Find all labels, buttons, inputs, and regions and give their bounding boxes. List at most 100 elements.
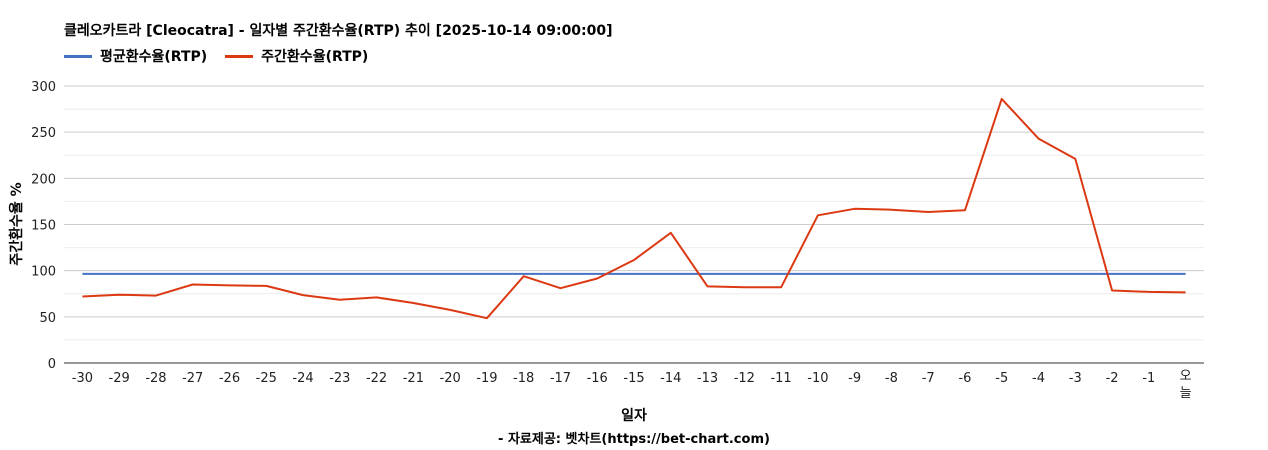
series-1-point[interactable] bbox=[261, 281, 271, 291]
series-1-point[interactable] bbox=[886, 205, 896, 215]
series-0-point[interactable] bbox=[482, 269, 492, 279]
series-0-point[interactable] bbox=[335, 269, 345, 279]
x-tick-label: -15 bbox=[623, 371, 644, 386]
x-tick-label: -20 bbox=[440, 371, 461, 386]
series-1-point[interactable] bbox=[188, 280, 198, 290]
x-tick-label: -22 bbox=[366, 371, 387, 386]
series-1-point[interactable] bbox=[960, 205, 970, 215]
legend-swatch-avg bbox=[64, 54, 92, 58]
series-0-point[interactable] bbox=[445, 269, 455, 279]
series-0-point[interactable] bbox=[886, 269, 896, 279]
series-0-point[interactable] bbox=[739, 269, 749, 279]
series-1-point[interactable] bbox=[77, 292, 87, 302]
legend-item-avg[interactable]: 평균환수율(RTP) bbox=[64, 46, 207, 66]
series-0-point[interactable] bbox=[555, 269, 565, 279]
series-1-point[interactable] bbox=[739, 282, 749, 292]
x-tick-label: -9 bbox=[848, 371, 861, 386]
x-tick-label: -27 bbox=[182, 371, 203, 386]
series-1-point[interactable] bbox=[1034, 134, 1044, 144]
series-1-point[interactable] bbox=[629, 255, 639, 265]
x-tick-label: -13 bbox=[697, 371, 718, 386]
series-0-point[interactable] bbox=[77, 269, 87, 279]
legend-item-weekly[interactable]: 주간환수율(RTP) bbox=[225, 46, 368, 66]
series-1-point[interactable] bbox=[445, 305, 455, 315]
x-tick-label: -1 bbox=[1142, 371, 1155, 386]
series-1-point[interactable] bbox=[923, 207, 933, 217]
series-1-point[interactable] bbox=[298, 290, 308, 300]
series-0-point[interactable] bbox=[703, 269, 713, 279]
x-tick-label: -5 bbox=[995, 371, 1008, 386]
x-tick-label: -24 bbox=[292, 371, 313, 386]
series-1-point[interactable] bbox=[813, 210, 823, 220]
series-0-point[interactable] bbox=[997, 269, 1007, 279]
series-0-point[interactable] bbox=[114, 269, 124, 279]
series-0-point[interactable] bbox=[1034, 269, 1044, 279]
x-tick-label: -6 bbox=[958, 371, 971, 386]
y-tick-label: 0 bbox=[48, 357, 56, 372]
series-lines bbox=[77, 94, 1191, 323]
legend-label-avg: 평균환수율(RTP) bbox=[100, 49, 208, 65]
y-tick-label: 300 bbox=[31, 80, 56, 95]
series-0-point[interactable] bbox=[224, 269, 234, 279]
series-1-point[interactable] bbox=[519, 271, 529, 281]
x-tick-label: -25 bbox=[256, 371, 277, 386]
y-tick-label: 200 bbox=[31, 172, 56, 187]
series-1-point[interactable] bbox=[703, 281, 713, 291]
y-tick-label: 50 bbox=[39, 311, 56, 326]
series-line-1[interactable] bbox=[82, 97, 1186, 320]
series-1-point[interactable] bbox=[592, 274, 602, 284]
series-1-point[interactable] bbox=[1144, 287, 1154, 297]
series-1-point[interactable] bbox=[997, 94, 1007, 104]
grid bbox=[64, 85, 1204, 364]
x-tick-label: -21 bbox=[403, 371, 424, 386]
x-tick-label: -28 bbox=[145, 371, 166, 386]
series-0-point[interactable] bbox=[1070, 269, 1080, 279]
x-tick-label: -3 bbox=[1069, 371, 1082, 386]
series-0-point[interactable] bbox=[1144, 269, 1154, 279]
series-0-point[interactable] bbox=[372, 269, 382, 279]
series-0-point[interactable] bbox=[666, 269, 676, 279]
series-0-point[interactable] bbox=[188, 269, 198, 279]
series-1-point[interactable] bbox=[666, 228, 676, 238]
series-0-point[interactable] bbox=[408, 269, 418, 279]
series-1-point[interactable] bbox=[1107, 286, 1117, 296]
x-axis-title: 일자 bbox=[621, 408, 647, 424]
x-tick-label: -18 bbox=[513, 371, 534, 386]
series-0-point[interactable] bbox=[298, 269, 308, 279]
x-tick-label: -16 bbox=[587, 371, 608, 386]
series-1-point[interactable] bbox=[1181, 287, 1191, 297]
x-tick-label: -2 bbox=[1106, 371, 1119, 386]
series-0-point[interactable] bbox=[151, 269, 161, 279]
series-1-point[interactable] bbox=[372, 292, 382, 302]
x-tick-label: -19 bbox=[476, 371, 497, 386]
series-1-point[interactable] bbox=[151, 291, 161, 301]
series-1-point[interactable] bbox=[555, 283, 565, 293]
series-1-point[interactable] bbox=[850, 204, 860, 214]
x-tick-label: -30 bbox=[72, 371, 93, 386]
x-tick-label: -12 bbox=[734, 371, 755, 386]
y-tick-label: 150 bbox=[31, 219, 56, 234]
series-0-point[interactable] bbox=[261, 269, 271, 279]
series-1-point[interactable] bbox=[482, 313, 492, 323]
series-1-point[interactable] bbox=[335, 295, 345, 305]
series-1-point[interactable] bbox=[224, 280, 234, 290]
series-0-point[interactable] bbox=[850, 269, 860, 279]
series-1-point[interactable] bbox=[776, 282, 786, 292]
series-0-point[interactable] bbox=[629, 269, 639, 279]
series-1-point[interactable] bbox=[1070, 154, 1080, 164]
series-1-point[interactable] bbox=[408, 298, 418, 308]
series-0-point[interactable] bbox=[813, 269, 823, 279]
y-tick-label: 100 bbox=[31, 265, 56, 280]
series-1-point[interactable] bbox=[114, 290, 124, 300]
y-tick-label: 250 bbox=[31, 126, 56, 141]
legend: 평균환수율(RTP) 주간환수율(RTP) bbox=[64, 46, 386, 66]
x-tick-label: -14 bbox=[660, 371, 681, 386]
series-0-point[interactable] bbox=[960, 269, 970, 279]
series-0-point[interactable] bbox=[1181, 269, 1191, 279]
x-tick-label: -8 bbox=[885, 371, 898, 386]
x-tick-label: -11 bbox=[770, 371, 791, 386]
series-0-point[interactable] bbox=[923, 269, 933, 279]
series-0-point[interactable] bbox=[776, 269, 786, 279]
